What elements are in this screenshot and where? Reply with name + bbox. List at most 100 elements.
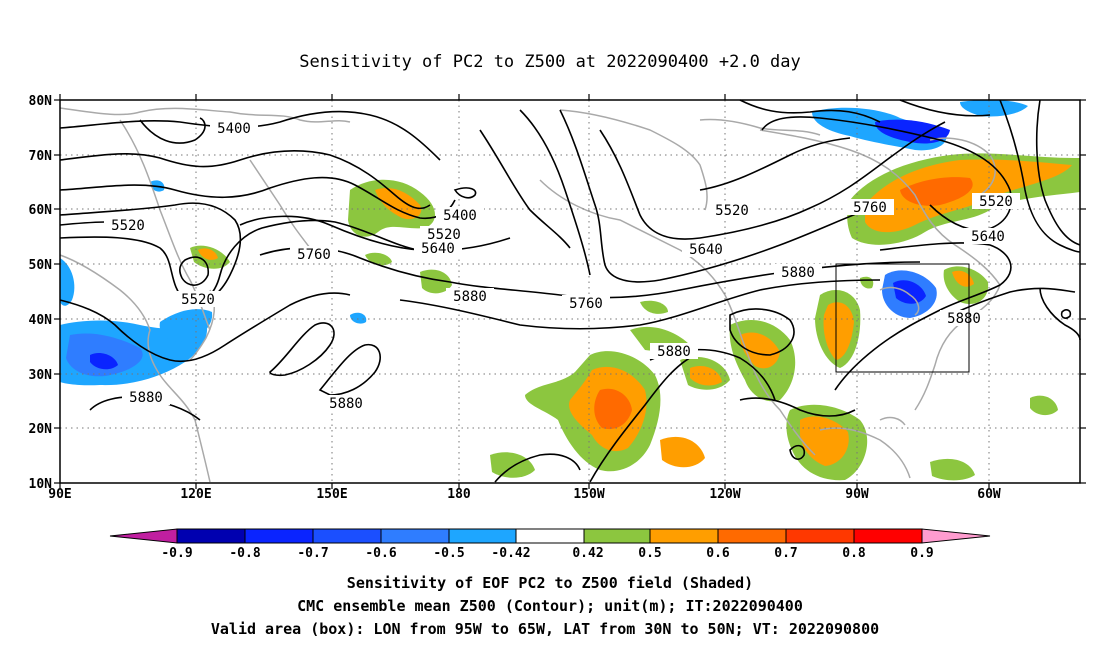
contour-5880-closed-d xyxy=(789,444,806,460)
contour-5520-d xyxy=(699,137,851,191)
clabel-bg-16 xyxy=(846,199,894,215)
contour-label: 5640 xyxy=(971,229,1005,245)
shade-great-lakes-neg-core xyxy=(893,280,926,304)
contour-closed-e xyxy=(1060,309,1072,319)
colorbar-label: 0.9 xyxy=(910,546,933,561)
colorbar-box xyxy=(312,528,382,544)
clabel-bg-19 xyxy=(940,310,988,326)
coast-na-east xyxy=(759,129,1001,411)
lon-label: 180 xyxy=(447,487,471,502)
map-frame xyxy=(59,99,1081,484)
shade-small-pos-6 xyxy=(930,458,975,481)
clabel-bg-18 xyxy=(964,228,1012,244)
contour-5400-north xyxy=(899,99,991,117)
colorbar-boxes xyxy=(176,528,923,544)
contour-5400-low xyxy=(139,117,206,144)
clabel-bg-1 xyxy=(210,120,258,136)
colorbar-labels: -0.9 -0.8 -0.7 -0.6 -0.5 -0.42 0.42 0.5 … xyxy=(161,546,933,561)
shade-canada-pos-mid xyxy=(865,159,1072,233)
contour-label: 5520 xyxy=(111,218,145,234)
contour-label: 5400 xyxy=(443,208,477,224)
shade-small-neg-2 xyxy=(350,312,367,324)
clabel-bg-2 xyxy=(104,217,152,233)
lon-label: 90E xyxy=(48,487,71,502)
colorbar-label: 0.8 xyxy=(842,546,866,561)
contour-label: 5880 xyxy=(947,311,981,327)
lon-label: 120E xyxy=(180,487,211,502)
colorbar-box xyxy=(448,528,517,544)
shade-small-pos-4 xyxy=(490,452,535,478)
contour-label: 5880 xyxy=(329,396,363,412)
shade-canada-pos-core xyxy=(900,177,973,206)
colorbar-box xyxy=(853,528,923,544)
clabel-bg-15 xyxy=(774,264,822,280)
coast-alaska-north xyxy=(559,109,708,211)
coast-na-west xyxy=(539,179,816,456)
contour-5640-c xyxy=(519,109,591,276)
coast-arctic-islands xyxy=(699,118,821,136)
lat-label: 70N xyxy=(29,149,53,164)
map-panel: 5400 5520 5520 5400 5520 5640 5760 5880 … xyxy=(54,94,1086,489)
coast-cuba xyxy=(879,416,906,426)
shade-us-pos-mid xyxy=(823,302,854,360)
clabel-bg-11 xyxy=(650,343,698,359)
contour-5640-east xyxy=(1035,99,1081,246)
contour-5880-closed-c xyxy=(729,308,795,356)
contour-5520-b xyxy=(59,202,242,304)
contour-label: 5760 xyxy=(853,200,887,216)
clabel-bg-3 xyxy=(174,291,222,307)
lon-label: 120W xyxy=(709,487,740,502)
latitude-labels: 80N 70N 60N 50N 40N 30N 20N 10N xyxy=(29,94,53,492)
contour-5880-hawaii-a xyxy=(494,453,581,483)
contour-label: 5520 xyxy=(979,194,1013,210)
contour-label: 5400 xyxy=(217,121,251,137)
contour-label: 5520 xyxy=(181,292,215,308)
clabel-bg-10 xyxy=(322,395,370,411)
contour-label: 5880 xyxy=(129,390,163,406)
clabel-bg-7 xyxy=(290,246,338,262)
contour-label: 5880 xyxy=(453,289,487,305)
clabel-bg-5 xyxy=(420,226,468,242)
colorbar-high-end xyxy=(921,528,991,544)
colorbar-box xyxy=(583,528,651,544)
clabel-bg-9 xyxy=(122,389,170,405)
shade-kuril-pos-core xyxy=(198,248,218,260)
lon-label: 150W xyxy=(573,487,604,502)
coast-central-america xyxy=(819,427,911,479)
contour-5580-b xyxy=(479,129,571,249)
contour-5880-caribbean xyxy=(739,397,856,417)
contour-5580-east xyxy=(999,99,1081,253)
shade-west-pacific-neg-max xyxy=(90,353,118,370)
colorbar xyxy=(109,528,991,544)
lat-label: 60N xyxy=(29,203,53,218)
colorbar-label: 0.6 xyxy=(706,546,730,561)
contour-label: 5640 xyxy=(689,242,723,258)
clabel-bg-12 xyxy=(562,295,610,311)
caption-line-2: CMC ensemble mean Z500 (Contour); unit(m… xyxy=(297,597,803,615)
contour-label: 5640 xyxy=(421,241,455,257)
clabel-bg-6 xyxy=(414,240,462,256)
colorbar-box xyxy=(176,528,246,544)
lon-label: 90W xyxy=(845,487,869,502)
colorbar-box xyxy=(717,528,787,544)
colorbar-box xyxy=(785,528,855,544)
shade-arctic-neg-east xyxy=(960,99,1028,117)
sensitivity-shading xyxy=(60,99,1080,481)
lat-label: 20N xyxy=(29,422,53,437)
colorbar-label: -0.9 xyxy=(161,546,192,561)
clabel-bg-17 xyxy=(972,193,1020,209)
colorbar-label: -0.42 xyxy=(491,546,530,561)
contour-5580 xyxy=(59,219,461,304)
longitude-labels: 90E 120E 150E 180 150W 120W 90W 60W xyxy=(48,487,1001,502)
shade-north-pacific-pos-core xyxy=(375,187,422,220)
contour-5640-a xyxy=(239,215,511,252)
coast-east-asia xyxy=(59,254,211,483)
clabel-bg-8 xyxy=(446,288,494,304)
lat-label: 10N xyxy=(29,477,53,492)
shade-small-pos-9 xyxy=(640,300,668,314)
contour-label: 5760 xyxy=(569,296,603,312)
graticule xyxy=(60,100,1080,483)
colorbar-box xyxy=(380,528,450,544)
colorbar-label: -0.7 xyxy=(297,546,328,561)
